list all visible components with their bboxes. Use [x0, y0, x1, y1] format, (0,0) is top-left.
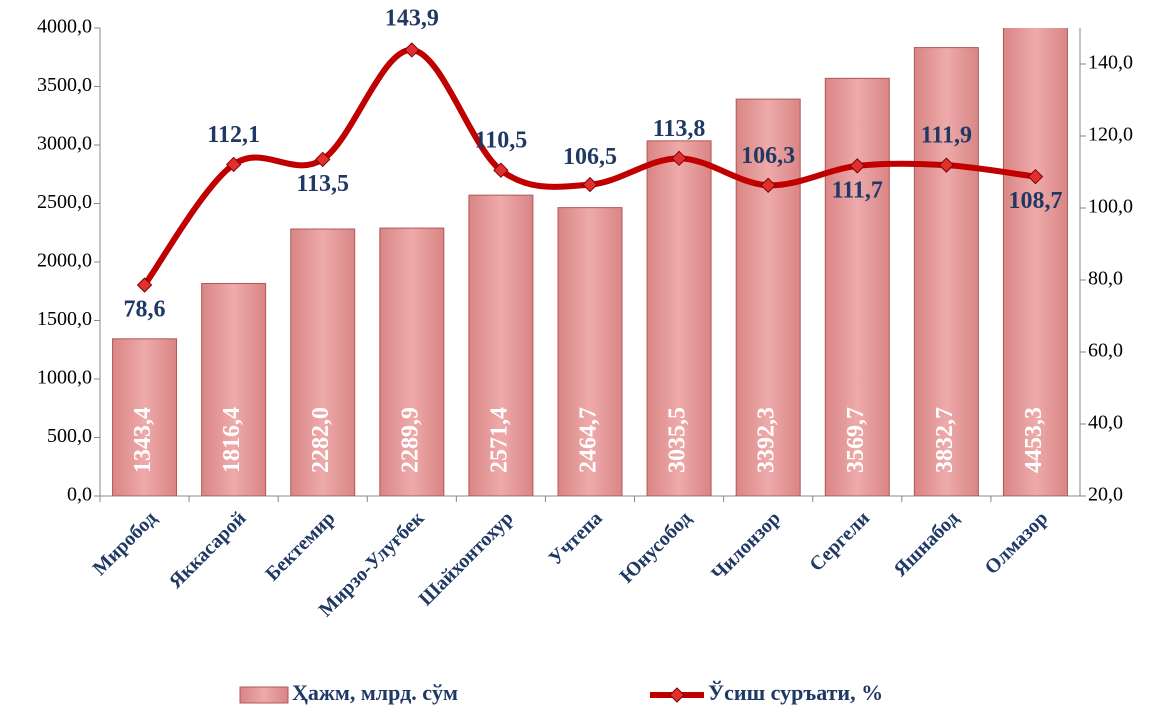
x-tick-label: Чилонзор	[707, 507, 785, 585]
y-tick-label: 4000,0	[37, 16, 92, 38]
bar-label: 2289,9	[397, 407, 423, 473]
line-label: 106,3	[741, 143, 795, 169]
bar-label: 2464,7	[576, 407, 602, 473]
marker	[1027, 168, 1044, 185]
bar	[1002, 28, 1068, 496]
y-tick-label: 0,0	[67, 484, 92, 506]
y-tick-label: 1500,0	[37, 308, 92, 330]
bar	[913, 47, 979, 496]
bar	[379, 227, 445, 496]
y-tick-label: 2000,0	[37, 250, 92, 272]
y2-tick-label: 60,0	[1088, 340, 1123, 362]
bar-label: 3832,7	[932, 407, 958, 473]
y2-tick-label: 20,0	[1088, 484, 1123, 506]
y2-tick-label: 100,0	[1088, 196, 1133, 218]
line-label: 111,9	[921, 123, 972, 149]
bar	[201, 282, 267, 496]
bar	[557, 207, 623, 496]
line-label: 110,5	[475, 128, 528, 154]
y2-tick-label: 80,0	[1088, 268, 1123, 290]
bar	[824, 77, 890, 496]
bar	[646, 140, 712, 496]
line-label: 113,5	[296, 171, 349, 197]
marker	[582, 176, 598, 193]
bar-label: 2571,4	[486, 407, 512, 473]
y-tick-label: 3500,0	[37, 74, 92, 96]
legend-swatch	[239, 686, 289, 704]
x-tick-label: Яккасарой	[165, 507, 251, 593]
y2-tick-label: 120,0	[1088, 124, 1133, 146]
marker	[225, 156, 242, 173]
bar	[290, 228, 356, 496]
line-label: 106,5	[563, 144, 617, 170]
line-label: 112,1	[207, 122, 260, 148]
y-tick-label: 500,0	[47, 425, 92, 447]
y2-tick-label: 140,0	[1088, 52, 1133, 74]
plot-area	[112, 28, 1068, 496]
bar-label: 1816,4	[219, 407, 245, 473]
line	[142, 46, 1036, 287]
marker	[315, 151, 331, 168]
x-tick-label: Олмазор	[981, 507, 1053, 579]
bar	[468, 194, 534, 496]
x-tick-label: Яшнабод	[890, 507, 964, 581]
bar-label: 4453,3	[1021, 407, 1047, 473]
line-label: 143,9	[385, 5, 439, 31]
line-label: 78,6	[124, 297, 166, 323]
marker	[404, 42, 420, 58]
x-tick-label: Учтепа	[544, 507, 606, 569]
bar	[112, 338, 178, 496]
x-tick-label: Шайхонтохур	[415, 507, 518, 610]
marker	[493, 162, 509, 178]
marker	[760, 177, 776, 194]
x-tick-label: Сергели	[805, 507, 874, 576]
marker	[938, 157, 955, 173]
line-label: 108,7	[1008, 188, 1062, 214]
bar-label: 1343,4	[130, 407, 156, 473]
line-label: 113,8	[653, 116, 706, 142]
marker	[671, 150, 687, 167]
x-tick-label: Юнусобод	[616, 507, 696, 587]
marker	[849, 158, 865, 174]
line-label: 111,7	[832, 177, 883, 203]
x-tick-label: Миробод	[89, 507, 162, 580]
y-tick-label: 1000,0	[37, 367, 92, 389]
bar-label: 3569,7	[843, 407, 869, 473]
marker	[136, 277, 153, 293]
y2-tick-label: 40,0	[1088, 412, 1123, 434]
y-tick-label: 3000,0	[37, 133, 92, 155]
legend-label: Ҳажм, млрд. сўм	[292, 680, 458, 705]
legend-swatch	[669, 687, 685, 703]
bar-label: 2282,0	[308, 407, 334, 473]
y-tick-label: 2500,0	[37, 191, 92, 213]
legend-label: Ўсиш суръати, %	[708, 680, 883, 705]
bar-label: 3392,3	[754, 407, 780, 473]
x-tick-label: Бектемир	[261, 507, 339, 585]
bar	[735, 98, 801, 496]
bar-label: 3035,5	[665, 407, 691, 473]
